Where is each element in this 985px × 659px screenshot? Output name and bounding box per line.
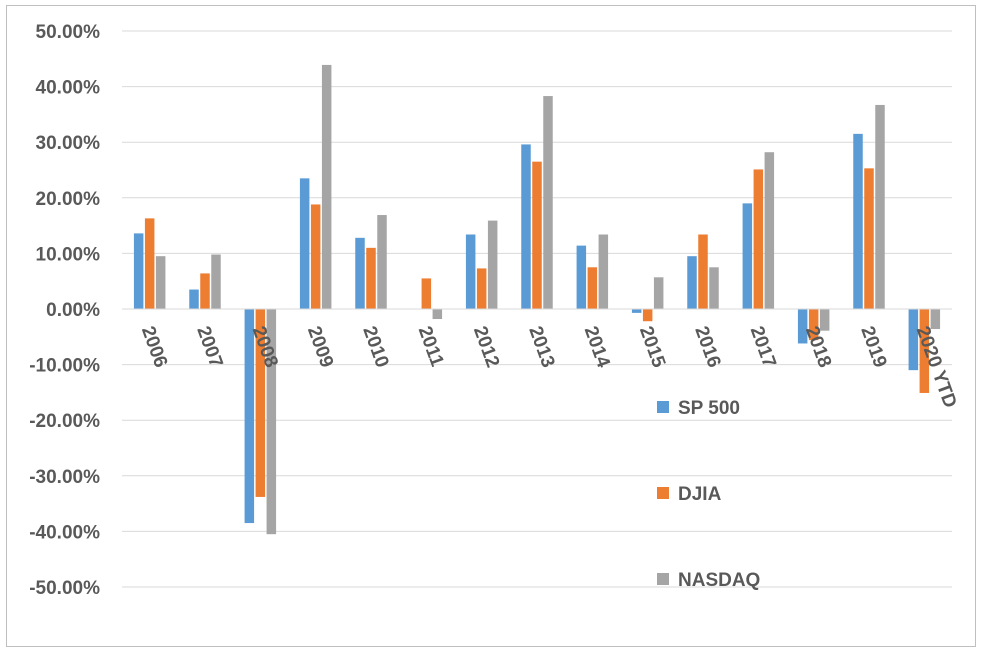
y-tick-label: 20.00% (36, 189, 101, 210)
bar-sp-500 (244, 309, 255, 524)
legend-swatch (657, 573, 669, 585)
y-tick-label: -20.00% (29, 411, 100, 432)
bar-djia (366, 247, 376, 309)
x-tick-label: 2017 (746, 324, 780, 371)
bar-nasdaq (764, 152, 775, 309)
bar-nasdaq (653, 277, 664, 309)
legend-label: SP 500 (678, 398, 740, 419)
x-tick-label: 2020 YTD (912, 324, 961, 411)
bar-djia (421, 278, 432, 309)
bar-nasdaq (266, 309, 277, 535)
bar-djia (200, 273, 210, 309)
y-tick-label: -30.00% (29, 467, 100, 488)
x-tick-label: 2015 (635, 324, 669, 371)
bar-djia (919, 309, 930, 393)
y-axis: 50.00% 40.00% 30.00% 20.00% 10.00% 0.00% -10.0… (29, 22, 100, 599)
y-tick-label: 50.00% (36, 22, 101, 43)
x-tick-label: 2009 (303, 324, 337, 371)
bar-nasdaq (321, 64, 332, 309)
bar-sp-500 (521, 144, 531, 309)
bar-djia (310, 204, 321, 309)
bar-djia (864, 168, 874, 309)
bar-djia (698, 234, 708, 309)
y-tick-label: -10.00% (29, 356, 100, 377)
x-tick-label: 2007 (192, 324, 226, 371)
bar-djia (476, 268, 487, 309)
bar-nasdaq (155, 256, 166, 309)
bar-djia (642, 309, 653, 322)
x-tick-label: 2014 (580, 324, 614, 371)
legend-label: NASDAQ (678, 570, 760, 591)
bar-nasdaq (598, 234, 609, 309)
bar-nasdaq (432, 309, 443, 320)
bar-nasdaq (211, 254, 221, 309)
x-tick-label: 2013 (524, 324, 558, 371)
bar-sp-500 (355, 237, 365, 309)
y-tick-label: 30.00% (36, 133, 101, 154)
bar-sp-500 (742, 203, 753, 309)
bar-sp-500 (797, 309, 808, 344)
y-tick-label: 0.00% (46, 300, 100, 321)
bar-nasdaq (487, 220, 498, 309)
bar-sp-500 (465, 234, 476, 309)
bar-nasdaq (930, 309, 941, 330)
bar-sp-500 (853, 133, 863, 309)
x-tick-label: 2012 (469, 324, 503, 371)
bar-djia (255, 309, 266, 497)
bar-sp-500 (133, 233, 144, 309)
bar-nasdaq (377, 215, 387, 309)
bar-nasdaq (819, 309, 830, 331)
x-tick-label: 2010 (358, 324, 392, 371)
x-tick-label: 2019 (856, 324, 890, 371)
bar-sp-500 (189, 289, 199, 309)
bar-sp-500 (631, 309, 642, 313)
x-tick-label: 2018 (801, 324, 835, 371)
bar-djia (144, 218, 155, 309)
bar-djia (532, 161, 542, 309)
legend-label: DJIA (678, 484, 722, 505)
bars (133, 64, 941, 535)
bar-djia (753, 169, 764, 309)
bar-djia (587, 267, 598, 309)
legend: SP 500 DJIA NASDAQ (657, 398, 760, 591)
x-tick-label: 2016 (690, 324, 724, 371)
y-tick-label: -50.00% (29, 578, 100, 599)
bar-djia (808, 309, 819, 341)
bar-sp-500 (908, 309, 919, 371)
bar-sp-500 (687, 256, 697, 309)
bar-sp-500 (576, 245, 587, 309)
bar-nasdaq (543, 96, 553, 309)
bar-nasdaq (709, 267, 719, 309)
y-tick-label: 40.00% (36, 78, 101, 99)
y-tick-label: -40.00% (29, 522, 100, 543)
legend-swatch (657, 487, 669, 499)
bar-nasdaq (875, 104, 885, 309)
legend-swatch (657, 401, 669, 413)
y-tick-label: 10.00% (36, 244, 101, 265)
x-tick-label: 2006 (137, 324, 171, 371)
x-tick-label: 2011 (414, 324, 448, 370)
bar-sp-500 (299, 178, 310, 309)
